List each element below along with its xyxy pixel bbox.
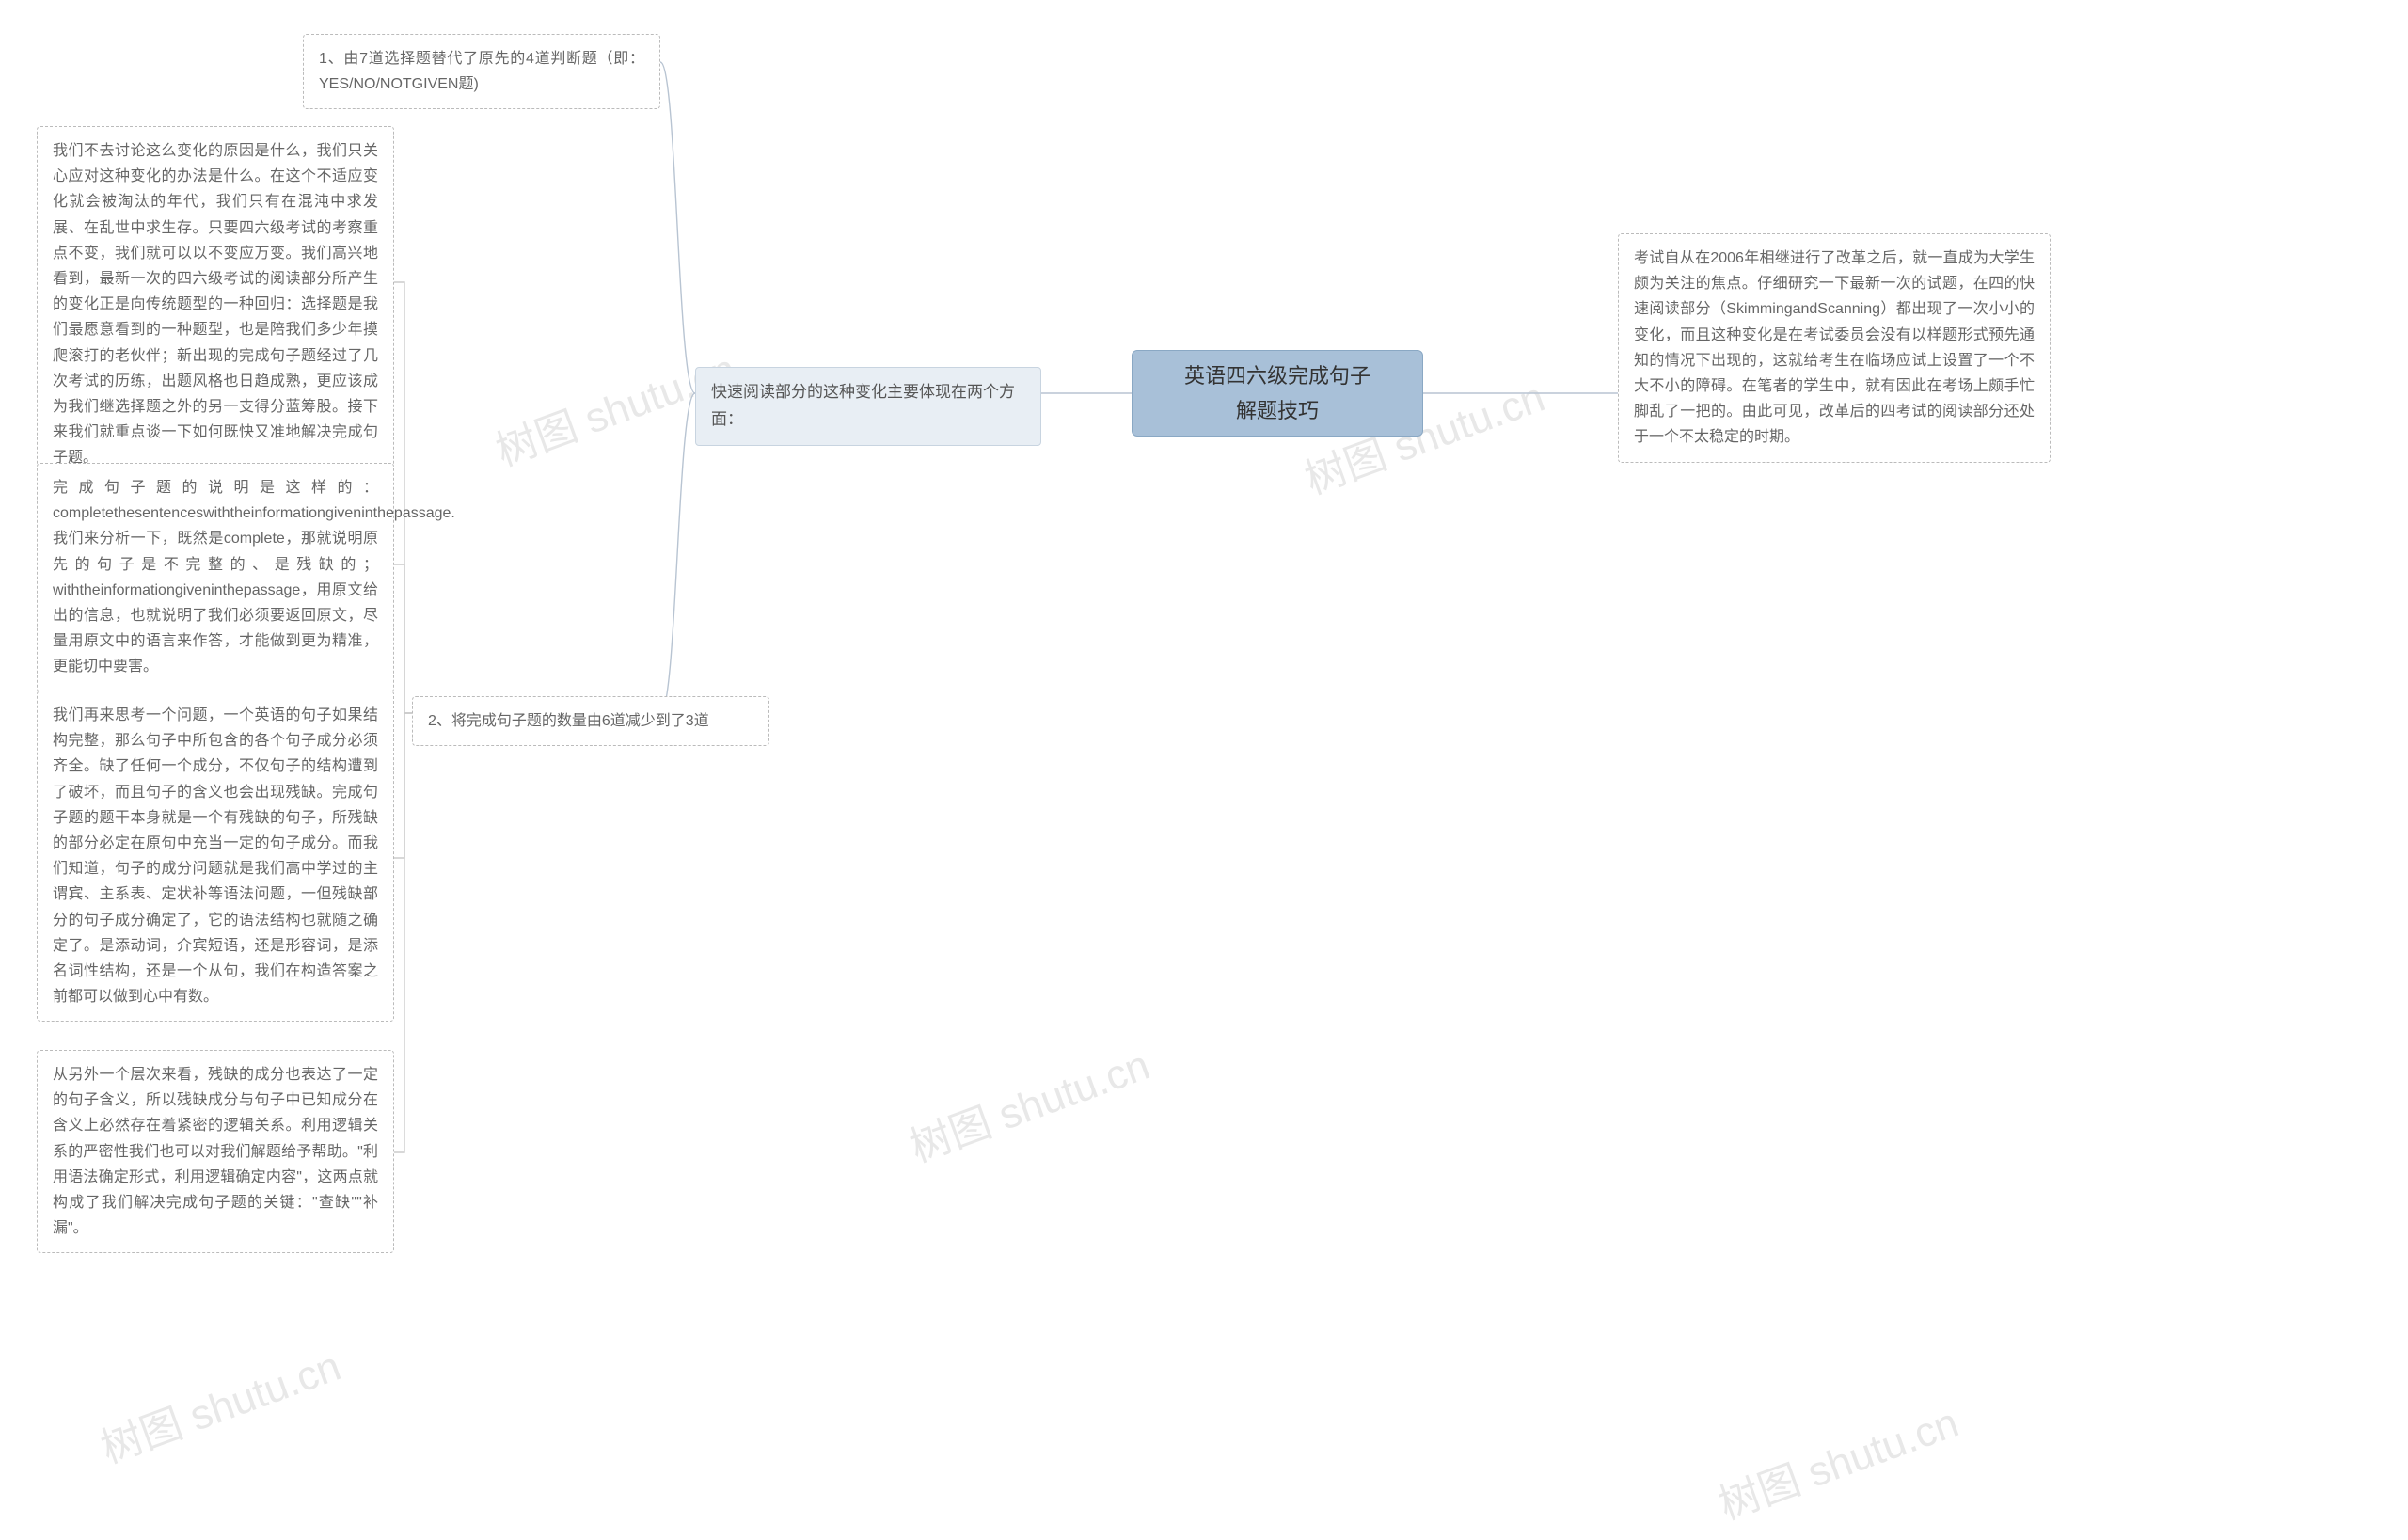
leaf-4-text: 从另外一个层次来看，残缺的成分也表达了一定的句子含义，所以残缺成分与句子中已知成…: [53, 1067, 378, 1236]
watermark: 树图 shutu.cn: [1709, 1389, 1965, 1531]
subtopic-1[interactable]: 1、由7道选择题替代了原先的4道判断题（即：YES/NO/NOTGIVEN题): [303, 34, 660, 109]
leaf-2-text: 完成句子题的说明是这样的：completethesentenceswiththe…: [53, 480, 455, 675]
subtopic-1-text: 1、由7道选择题替代了原先的4道判断题（即：YES/NO/NOTGIVEN题): [319, 51, 644, 92]
right-summary-text: 考试自从在2006年相继进行了改革之后，就一直成为大学生颇为关注的焦点。仔细研究…: [1634, 250, 2035, 445]
leaf-1-text: 我们不去讨论这么变化的原因是什么，我们只关心应对这种变化的办法是什么。在这个不适…: [53, 143, 378, 466]
center-topic[interactable]: 英语四六级完成句子解题技巧: [1132, 350, 1423, 437]
subtopic-2-text: 2、将完成句子题的数量由6道减少到了3道: [428, 713, 709, 729]
subtopic-2[interactable]: 2、将完成句子题的数量由6道减少到了3道: [412, 696, 769, 746]
left-branch-text: 快速阅读部分的这种变化主要体现在两个方面：: [711, 383, 1015, 428]
right-summary-node[interactable]: 考试自从在2006年相继进行了改革之后，就一直成为大学生颇为关注的焦点。仔细研究…: [1618, 233, 2051, 463]
watermark: 树图 shutu.cn: [91, 1332, 347, 1474]
leaf-node-2[interactable]: 完成句子题的说明是这样的：completethesentenceswiththe…: [37, 463, 394, 692]
left-branch-node[interactable]: 快速阅读部分的这种变化主要体现在两个方面：: [695, 367, 1041, 446]
center-topic-text: 英语四六级完成句子解题技巧: [1184, 358, 1370, 429]
leaf-node-1[interactable]: 我们不去讨论这么变化的原因是什么，我们只关心应对这种变化的办法是什么。在这个不适…: [37, 126, 394, 483]
watermark: 树图 shutu.cn: [900, 1031, 1156, 1173]
leaf-3-text: 我们再来思考一个问题，一个英语的句子如果结构完整，那么句子中所包含的各个句子成分…: [53, 707, 378, 1005]
leaf-node-3[interactable]: 我们再来思考一个问题，一个英语的句子如果结构完整，那么句子中所包含的各个句子成分…: [37, 691, 394, 1022]
leaf-node-4[interactable]: 从另外一个层次来看，残缺的成分也表达了一定的句子含义，所以残缺成分与句子中已知成…: [37, 1050, 394, 1253]
